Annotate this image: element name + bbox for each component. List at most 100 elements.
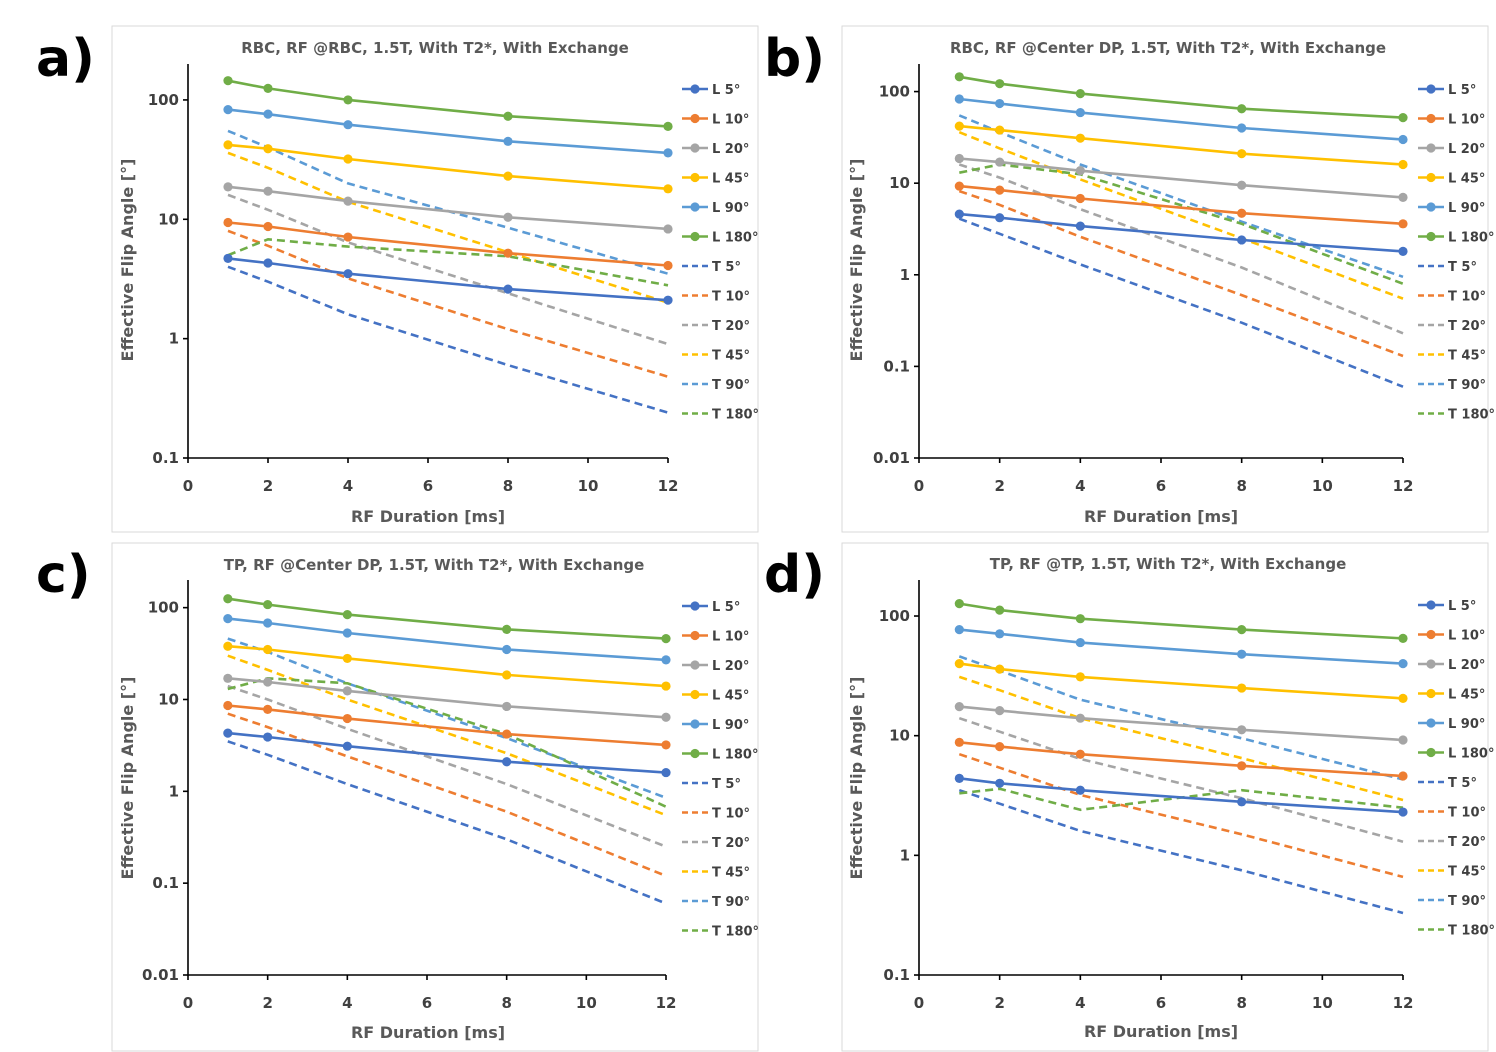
x-tick-label: 0 xyxy=(183,994,193,1012)
legend-swatch-marker xyxy=(690,172,700,183)
series-l-20 xyxy=(223,673,671,722)
data-point xyxy=(343,232,353,242)
legend-item-l-90: L 90° xyxy=(682,201,749,216)
series-t-10 xyxy=(227,229,669,378)
legend-label: T 180° xyxy=(1448,408,1495,423)
legend-item-l-180: L 180° xyxy=(1418,747,1494,762)
x-tick-label: 12 xyxy=(1393,477,1414,495)
series-l-5 xyxy=(223,253,673,305)
data-point xyxy=(995,778,1005,788)
legend-label: T 45° xyxy=(712,349,750,364)
data-point xyxy=(661,712,671,722)
y-tick-label: 10 xyxy=(158,210,179,228)
y-tick-label: 100 xyxy=(879,83,910,101)
series-l-45 xyxy=(954,659,1408,703)
series-line-t-10 xyxy=(958,752,1404,879)
x-tick-label: 12 xyxy=(658,477,679,495)
data-point xyxy=(954,659,964,669)
data-point xyxy=(1075,166,1085,176)
x-axis-title: RF Duration [ms] xyxy=(351,1023,505,1042)
legend-item-t-45: T 45° xyxy=(1418,865,1486,880)
legend-label: L 5° xyxy=(712,600,740,615)
data-point xyxy=(343,269,353,279)
data-point xyxy=(1237,123,1247,133)
legend-label: L 180° xyxy=(712,748,758,763)
data-point xyxy=(342,686,352,696)
data-point xyxy=(1398,659,1408,669)
legend-item-t-90: T 90° xyxy=(682,378,750,393)
legend-item-t-180: T 180° xyxy=(682,408,759,423)
legend-item-t-5: T 5° xyxy=(682,777,741,792)
series-t-5 xyxy=(227,265,669,414)
data-point xyxy=(343,154,353,164)
series-l-180 xyxy=(954,599,1408,644)
legend-label: L 45° xyxy=(1448,172,1485,187)
legend-item-l-45: L 45° xyxy=(1418,172,1485,187)
legend-item-l-10: L 10° xyxy=(1418,629,1485,644)
chart-panel-d: d) TP, RF @TP, 1.5T, With T2*, With Excha… xyxy=(764,542,1495,1052)
x-tick-label: 0 xyxy=(914,994,924,1012)
data-point xyxy=(995,79,1005,89)
legend-label: L 90° xyxy=(1448,201,1485,216)
legend-item-l-20: L 20° xyxy=(1418,658,1485,673)
data-point xyxy=(1237,625,1247,635)
series-line-t-10 xyxy=(958,189,1404,358)
y-tick-label: 100 xyxy=(148,599,179,617)
series-t-90 xyxy=(958,114,1404,279)
data-point xyxy=(954,72,964,82)
data-point xyxy=(503,111,513,121)
series-line-t-10 xyxy=(227,712,667,878)
data-point xyxy=(954,121,964,131)
data-point xyxy=(502,701,512,712)
data-point xyxy=(661,634,671,644)
legend-swatch-marker xyxy=(690,113,700,124)
x-tick-label: 8 xyxy=(503,477,513,495)
legend-item-t-180: T 180° xyxy=(1418,408,1495,423)
legend-item-t-5: T 5° xyxy=(682,260,741,275)
legend-item-t-90: T 90° xyxy=(1418,378,1486,393)
data-point xyxy=(263,109,273,119)
legend-swatch-marker xyxy=(690,660,700,670)
x-tick-label: 0 xyxy=(914,477,924,495)
data-point xyxy=(502,729,512,739)
legend-label: T 20° xyxy=(1448,319,1486,334)
series-t-45 xyxy=(958,130,1404,300)
series-l-180 xyxy=(223,76,673,132)
data-point xyxy=(1075,221,1085,231)
series-l-20 xyxy=(223,182,673,234)
y-tick-label: 100 xyxy=(879,607,910,625)
data-point xyxy=(263,618,273,628)
series-t-180 xyxy=(959,787,1404,812)
x-tick-label: 4 xyxy=(1075,994,1085,1012)
series-l-20 xyxy=(954,153,1408,202)
data-point xyxy=(503,136,513,146)
x-tick-label: 2 xyxy=(994,994,1004,1012)
x-tick-label: 2 xyxy=(263,477,273,495)
legend-item-t-10: T 10° xyxy=(1418,290,1486,305)
legend-swatch-marker xyxy=(690,689,700,700)
legend-swatch-marker xyxy=(1426,747,1436,758)
legend-label: T 90° xyxy=(1448,378,1486,393)
legend-label: L 5° xyxy=(712,83,740,98)
y-tick-label: 100 xyxy=(148,91,179,109)
data-point xyxy=(342,628,352,638)
series-l-10 xyxy=(223,700,671,750)
data-point xyxy=(1075,107,1085,118)
legend-item-l-20: L 20° xyxy=(1418,142,1485,157)
chart-panel-a: a) RBC, RF @RBC, 1.5T, With T2*, With Exc… xyxy=(36,25,759,533)
legend-label: T 5° xyxy=(712,777,741,792)
legend-item-t-90: T 90° xyxy=(682,895,750,910)
legend-label: T 10° xyxy=(712,290,750,305)
data-point xyxy=(223,217,233,228)
data-point xyxy=(1237,649,1247,659)
series-l-5 xyxy=(223,728,671,778)
y-axis-title: Effective Flip Angle [°] xyxy=(847,159,866,362)
chart-title: TP, RF @TP, 1.5T, With T2*, With Exchang… xyxy=(990,555,1347,573)
y-tick-label: 1 xyxy=(169,330,179,348)
x-tick-label: 6 xyxy=(422,994,432,1012)
data-point xyxy=(1237,149,1247,159)
legend-item-l-20: L 20° xyxy=(682,659,749,674)
data-point xyxy=(223,253,233,264)
y-axis-title: Effective Flip Angle [°] xyxy=(847,677,866,880)
data-point xyxy=(995,629,1005,639)
